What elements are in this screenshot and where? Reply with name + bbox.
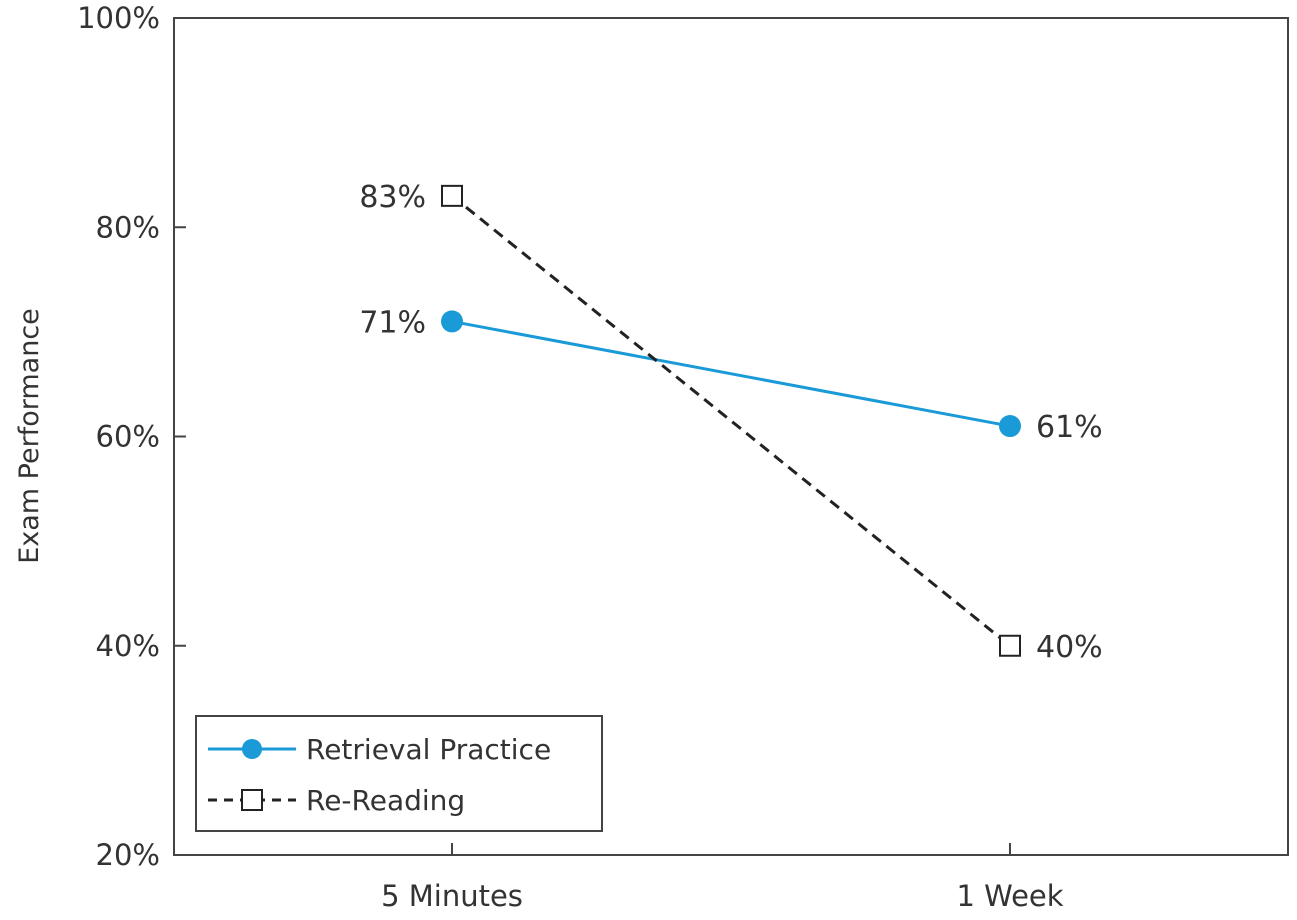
- series-0-data-label-0: 71%: [359, 305, 426, 340]
- legend: Retrieval Practice Re-Reading: [195, 715, 603, 832]
- legend-rereading-marker: [241, 789, 263, 811]
- series-line-0: [451, 319, 1011, 428]
- y-axis: 20% 40% 60% 80% 100%: [77, 1, 186, 872]
- series-0-data-label-1: 61%: [1036, 410, 1103, 445]
- legend-box: [195, 715, 603, 832]
- series-1-marker-0: [441, 184, 463, 207]
- series-0-marker-0: [441, 310, 463, 333]
- y-tick-label-40: 40%: [96, 629, 160, 663]
- y-axis-title: Exam Performance: [14, 308, 45, 564]
- series-1-data-label-0: 83%: [359, 180, 426, 215]
- x-axis: 5 Minutes 1 Week: [381, 843, 1064, 913]
- series-1-data-label-1: 40%: [1036, 630, 1103, 665]
- legend-label-re-reading: Re-Reading: [306, 784, 465, 817]
- series-0-marker-1: [999, 415, 1021, 438]
- x-tick-label-0: 5 Minutes: [381, 879, 523, 913]
- x-tick-label-1: 1 Week: [956, 879, 1063, 913]
- legend-retrieval-marker: [242, 739, 262, 759]
- y-tick-label-80: 80%: [96, 210, 160, 244]
- y-tick-label-100: 100%: [77, 1, 160, 35]
- y-tick-label-60: 60%: [96, 420, 160, 454]
- series-layer: 71% 61% 83% 40%: [359, 180, 1102, 665]
- series-1-marker-1: [999, 634, 1021, 657]
- y-tick-label-20: 20%: [96, 838, 160, 872]
- legend-label-retrieval-practice: Retrieval Practice: [306, 733, 551, 766]
- series-line-1: [451, 194, 1011, 647]
